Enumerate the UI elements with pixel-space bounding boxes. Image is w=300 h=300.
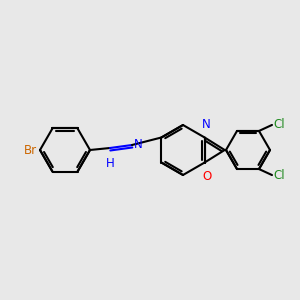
Text: Cl: Cl bbox=[273, 118, 285, 131]
Text: N: N bbox=[202, 118, 211, 130]
Text: O: O bbox=[202, 169, 211, 182]
Text: H: H bbox=[106, 157, 114, 170]
Text: N: N bbox=[134, 139, 143, 152]
Text: Br: Br bbox=[24, 143, 37, 157]
Text: Cl: Cl bbox=[273, 169, 285, 182]
